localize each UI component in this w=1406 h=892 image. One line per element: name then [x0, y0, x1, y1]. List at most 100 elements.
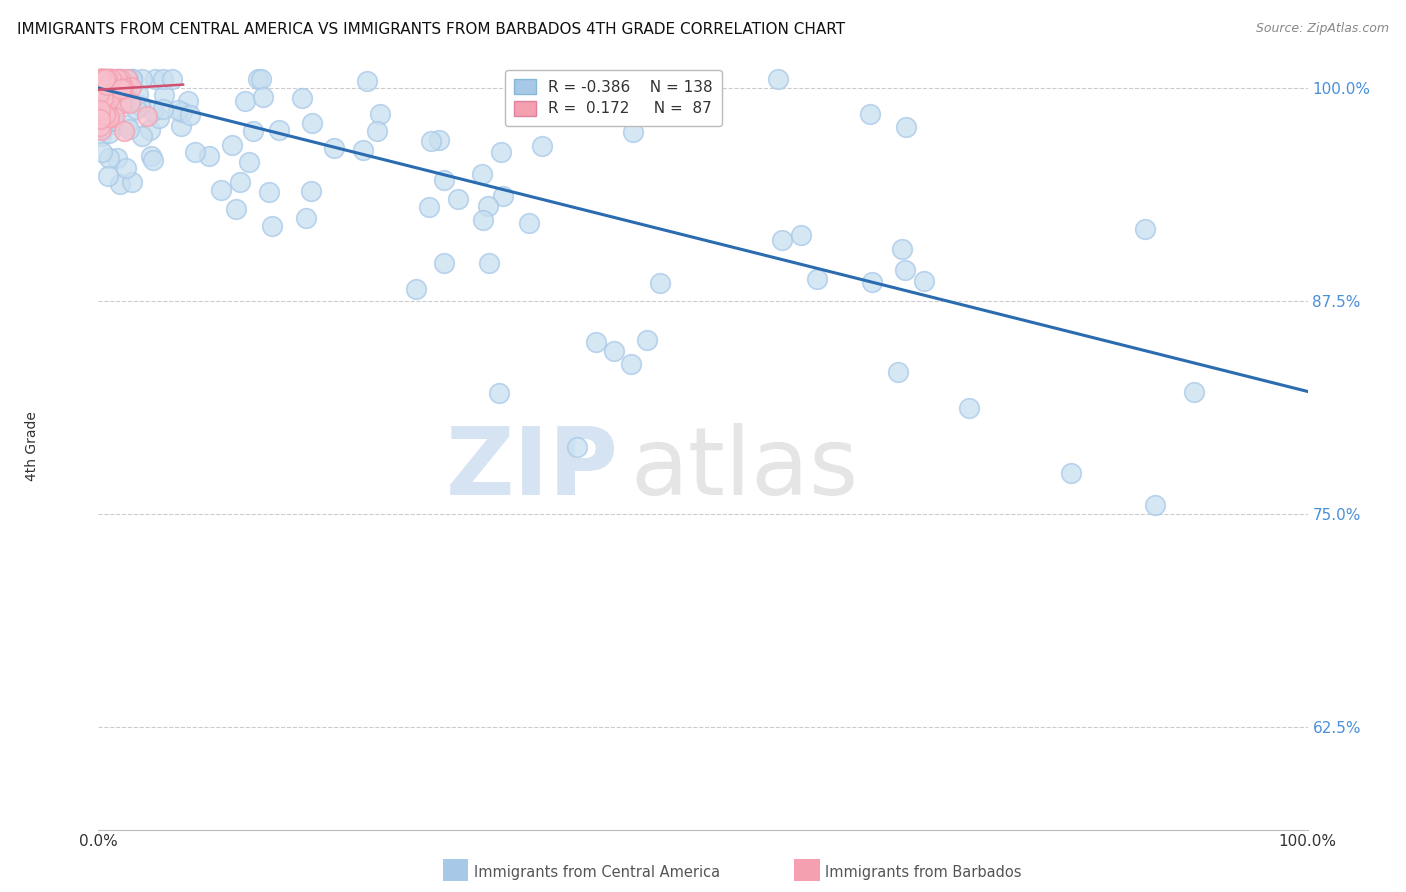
Point [90, 72, 112, 87]
Point [114, 90, 136, 104]
Point [887, 365, 910, 379]
Text: Source: ZipAtlas.com: Source: ZipAtlas.com [1256, 22, 1389, 36]
Point [890, 242, 912, 256]
Point [89, 72, 111, 87]
Point [108, 72, 131, 87]
Point [118, 121, 141, 136]
Point [238, 155, 260, 169]
Point [96, 98, 118, 112]
Point [90, 128, 112, 143]
Point [143, 72, 166, 87]
Point [488, 386, 510, 401]
Point [893, 263, 915, 277]
Point [90, 80, 112, 95]
Point [257, 185, 280, 199]
Point [90, 72, 112, 87]
Point [91, 105, 114, 120]
Text: atlas: atlas [630, 423, 859, 515]
Point [322, 141, 344, 155]
Point [96, 85, 118, 99]
Point [100, 72, 122, 87]
Point [107, 72, 129, 87]
Point [356, 74, 378, 88]
Point [101, 93, 124, 107]
Point [636, 334, 658, 348]
Point [170, 105, 193, 120]
Point [108, 72, 131, 87]
Point [184, 145, 207, 159]
Point [100, 78, 122, 92]
Point [96, 76, 118, 90]
Point [110, 96, 132, 111]
Point [100, 95, 122, 109]
Text: Immigrants from Barbados: Immigrants from Barbados [825, 865, 1022, 880]
Point [209, 183, 232, 197]
Point [97, 82, 120, 96]
Point [115, 161, 138, 175]
Point [110, 177, 132, 191]
Point [89, 87, 111, 101]
Point [87, 101, 110, 115]
Point [94, 72, 117, 87]
Point [252, 89, 274, 103]
Point [91, 102, 114, 116]
Point [447, 192, 470, 206]
Point [957, 401, 980, 415]
Point [117, 78, 139, 92]
Point [98, 72, 121, 87]
Point [121, 72, 143, 87]
Point [118, 95, 141, 110]
Point [90, 79, 112, 94]
Point [97, 72, 120, 87]
Point [225, 202, 247, 216]
Point [177, 95, 200, 109]
Point [89, 108, 111, 122]
Point [97, 72, 120, 87]
Point [90, 72, 112, 87]
Point [96, 109, 118, 123]
Point [433, 173, 456, 187]
Point [87, 87, 110, 102]
Point [98, 111, 121, 125]
Point [112, 95, 135, 110]
Point [93, 80, 115, 95]
Point [89, 78, 111, 92]
Point [98, 72, 121, 87]
Point [585, 334, 607, 349]
Point [129, 99, 152, 113]
Text: ZIP: ZIP [446, 423, 619, 515]
Point [93, 72, 115, 87]
Point [352, 144, 374, 158]
Point [105, 77, 128, 91]
Point [472, 213, 495, 227]
Point [105, 72, 128, 87]
Point [233, 95, 256, 109]
Point [89, 105, 111, 120]
Point [806, 272, 828, 286]
Point [107, 85, 129, 99]
Point [110, 81, 132, 95]
Point [93, 94, 115, 108]
Point [87, 90, 110, 104]
Point [91, 91, 114, 105]
Point [135, 109, 157, 123]
Point [94, 72, 117, 87]
Point [366, 124, 388, 138]
Point [115, 72, 138, 87]
Point [1060, 467, 1083, 481]
Point [138, 123, 160, 137]
Point [169, 119, 191, 133]
Point [368, 107, 391, 121]
Point [112, 124, 135, 138]
Point [94, 108, 117, 122]
Point [107, 78, 129, 93]
Point [94, 103, 117, 118]
Point [111, 95, 134, 109]
Point [91, 86, 114, 100]
Point [108, 72, 131, 87]
Point [242, 123, 264, 137]
Point [565, 440, 588, 454]
Point [492, 188, 515, 202]
Point [433, 256, 456, 270]
Point [294, 211, 316, 226]
